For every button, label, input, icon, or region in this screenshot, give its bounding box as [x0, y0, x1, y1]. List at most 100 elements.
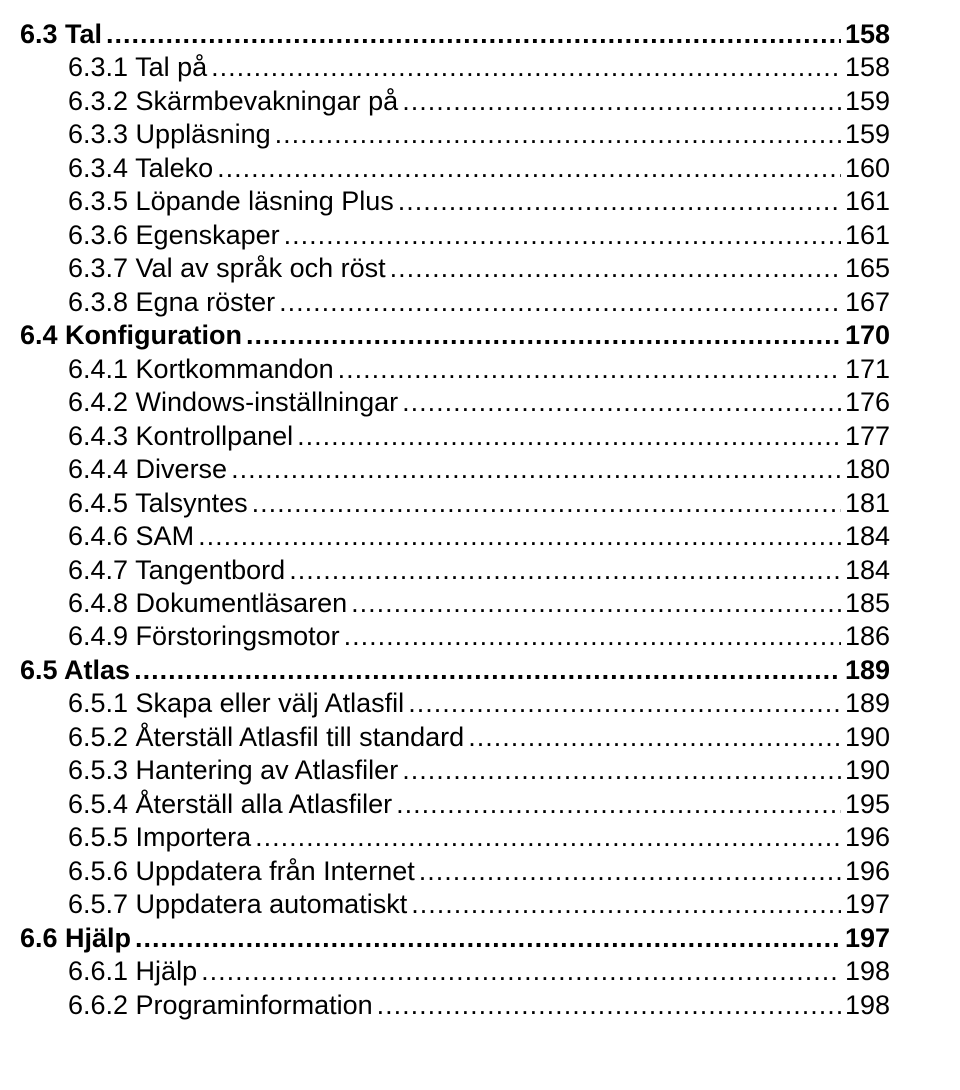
toc-page-number: 185 [845, 587, 890, 620]
toc-label: 6.4.3 Kontrollpanel [68, 420, 293, 453]
toc-label: 6.4.4 Diverse [68, 453, 227, 486]
toc-page-number: 158 [845, 51, 890, 84]
toc-label: 6.3 Tal [20, 18, 102, 51]
toc-page-number: 158 [845, 18, 890, 51]
toc-entry: 6.4.5 Talsyntes.........................… [68, 487, 890, 520]
toc-label: 6.5 Atlas [20, 654, 130, 687]
toc-label: 6.5.4 Återställ alla Atlasfiler [68, 788, 392, 821]
toc-entry: 6.3.1 Tal på............................… [68, 51, 890, 84]
toc-label: 6.5.2 Återställ Atlasfil till standard [68, 721, 464, 754]
toc-entry: 6.4.1 Kortkommandon.....................… [68, 353, 890, 386]
toc-leader: ........................................… [252, 487, 841, 520]
toc-label: 6.3.3 Uppläsning [68, 118, 271, 151]
toc-label: 6.4.8 Dokumentläsaren [68, 587, 347, 620]
toc-leader: ........................................… [377, 989, 841, 1022]
toc-leader: ........................................… [402, 85, 841, 118]
toc-leader: ........................................… [390, 252, 841, 285]
toc-entry: 6.4.9 Förstoringsmotor..................… [68, 620, 890, 653]
toc-label: 6.4.9 Förstoringsmotor [68, 620, 340, 653]
toc-entry: 6.4.8 Dokumentläsaren...................… [68, 587, 890, 620]
toc-leader: ........................................… [284, 219, 841, 252]
toc-label: 6.3.2 Skärmbevakningar på [68, 85, 398, 118]
toc-label: 6.4.1 Kortkommandon [68, 353, 334, 386]
toc-leader: ........................................… [134, 654, 841, 687]
toc-page-number: 196 [845, 821, 890, 854]
toc-leader: ........................................… [297, 420, 841, 453]
toc-entry: 6.3.5 Löpande läsning Plus..............… [68, 185, 890, 218]
toc-label: 6.3.1 Tal på [68, 51, 207, 84]
toc-label: 6.3.6 Egenskaper [68, 219, 280, 252]
toc-leader: ........................................… [198, 520, 841, 553]
toc-page-number: 176 [845, 386, 890, 419]
toc-label: 6.4.5 Talsyntes [68, 487, 248, 520]
toc-leader: ........................................… [135, 922, 841, 955]
toc-page-number: 181 [845, 487, 890, 520]
toc-entry: 6.5 Atlas...............................… [20, 654, 890, 687]
toc-leader: ........................................… [106, 18, 841, 51]
toc-page-number: 180 [845, 453, 890, 486]
toc-page-number: 167 [845, 286, 890, 319]
toc-page-number: 161 [845, 185, 890, 218]
toc-leader: ........................................… [468, 721, 841, 754]
toc-leader: ........................................… [275, 118, 841, 151]
toc-label: 6.3.4 Taleko [68, 152, 213, 185]
toc-label: 6.5.6 Uppdatera från Internet [68, 855, 415, 888]
toc-leader: ........................................… [279, 286, 841, 319]
toc-entry: 6.3.6 Egenskaper........................… [68, 219, 890, 252]
toc-leader: ........................................… [201, 955, 841, 988]
toc-entry: 6.4 Konfiguration.......................… [20, 319, 890, 352]
toc-label: 6.6.1 Hjälp [68, 955, 197, 988]
toc-label: 6.6.2 Programinformation [68, 989, 373, 1022]
toc-leader: ........................................… [402, 754, 841, 787]
toc-entry: 6.4.7 Tangentbord.......................… [68, 554, 890, 587]
toc-label: 6.4.2 Windows-inställningar [68, 386, 398, 419]
toc-page-number: 161 [845, 219, 890, 252]
toc-entry: 6.3.3 Uppläsning........................… [68, 118, 890, 151]
toc-label: 6.4 Konfiguration [20, 319, 242, 352]
toc-label: 6.3.5 Löpande läsning Plus [68, 185, 394, 218]
toc-page-number: 197 [845, 922, 890, 955]
toc-page-number: 189 [845, 687, 890, 720]
toc-entry: 6.5.3 Hantering av Atlasfiler...........… [68, 754, 890, 787]
toc-label: 6.4.7 Tangentbord [68, 554, 285, 587]
toc-page-number: 198 [845, 955, 890, 988]
table-of-contents: 6.3 Tal.................................… [20, 18, 890, 1022]
toc-label: 6.5.7 Uppdatera automatiskt [68, 888, 407, 921]
toc-page-number: 159 [845, 85, 890, 118]
toc-leader: ........................................… [211, 51, 841, 84]
toc-leader: ........................................… [351, 587, 841, 620]
toc-entry: 6.4.2 Windows-inställningar.............… [68, 386, 890, 419]
toc-entry: 6.5.7 Uppdatera automatiskt.............… [68, 888, 890, 921]
toc-entry: 6.5.5 Importera.........................… [68, 821, 890, 854]
toc-entry: 6.3.4 Taleko............................… [68, 152, 890, 185]
toc-entry: 6.6.1 Hjälp.............................… [68, 955, 890, 988]
toc-page-number: 177 [845, 420, 890, 453]
toc-leader: ........................................… [408, 687, 841, 720]
toc-entry: 6.5.1 Skapa eller välj Atlasfil.........… [68, 687, 890, 720]
toc-entry: 6.6 Hjälp...............................… [20, 922, 890, 955]
toc-page-number: 198 [845, 989, 890, 1022]
toc-leader: ........................................… [411, 888, 841, 921]
toc-page-number: 170 [845, 319, 890, 352]
toc-page-number: 195 [845, 788, 890, 821]
toc-entry: 6.4.3 Kontrollpanel.....................… [68, 420, 890, 453]
toc-entry: 6.5.4 Återställ alla Atlasfiler.........… [68, 788, 890, 821]
toc-leader: ........................................… [419, 855, 841, 888]
toc-page-number: 190 [845, 721, 890, 754]
toc-label: 6.4.6 SAM [68, 520, 194, 553]
toc-page-number: 189 [845, 654, 890, 687]
toc-leader: ........................................… [398, 185, 841, 218]
toc-entry: 6.5.6 Uppdatera från Internet...........… [68, 855, 890, 888]
toc-leader: ........................................… [217, 152, 841, 185]
toc-page-number: 159 [845, 118, 890, 151]
toc-page-number: 184 [845, 520, 890, 553]
toc-leader: ........................................… [231, 453, 841, 486]
toc-label: 6.3.7 Val av språk och röst [68, 252, 386, 285]
toc-label: 6.5.3 Hantering av Atlasfiler [68, 754, 398, 787]
toc-page-number: 171 [845, 353, 890, 386]
toc-entry: 6.4.4 Diverse...........................… [68, 453, 890, 486]
toc-entry: 6.3.7 Val av språk och röst.............… [68, 252, 890, 285]
toc-page-number: 186 [845, 620, 890, 653]
toc-leader: ........................................… [289, 554, 841, 587]
toc-page-number: 160 [845, 152, 890, 185]
